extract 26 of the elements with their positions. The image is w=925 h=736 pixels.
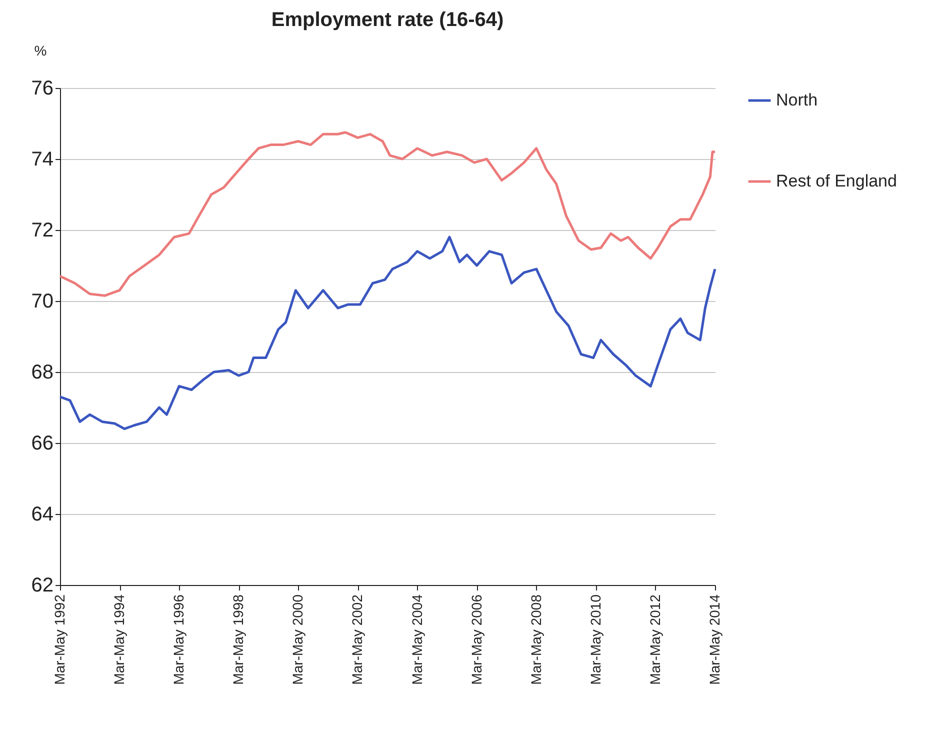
line-series (58, 236, 716, 430)
x-tick-label: Mar-May 2004 (408, 594, 425, 685)
y-tick-label: 62 (31, 574, 54, 596)
y-tick-label: 72 (31, 220, 54, 242)
x-tick-label: Mar-May 1992 (52, 594, 68, 685)
y-tick-label: 70 (31, 290, 54, 312)
y-tick-label: 66 (31, 432, 54, 454)
chart-title: Employment rate (16-64) (271, 9, 504, 31)
y-tick-label: 68 (31, 362, 54, 384)
x-tick-label: Mar-May 2010 (587, 594, 604, 685)
x-tick-label: Mar-May 2008 (528, 594, 544, 685)
x-tick-label: Mar-May 2002 (349, 594, 366, 685)
x-tick-label: Mar-May 1994 (111, 594, 128, 685)
x-tick-label: Mar-May 2006 (468, 594, 484, 685)
y-tick-label: 76 (31, 78, 54, 100)
x-tick-label: Mar-May 2012 (646, 594, 663, 685)
x-tick-label: Mar-May 2000 (290, 594, 306, 685)
legend-label: Rest of England (776, 172, 897, 190)
y-tick-label: 64 (31, 504, 54, 526)
x-tick-label: Mar-May 1996 (170, 594, 187, 685)
x-tick-label: Mar-May 1998 (230, 594, 246, 685)
line-series (58, 131, 716, 297)
y-axis-title: % (34, 42, 47, 58)
x-tick-label: Mar-May 2014 (706, 594, 722, 685)
y-tick-label: 74 (31, 148, 54, 170)
legend-label: North (776, 90, 818, 110)
